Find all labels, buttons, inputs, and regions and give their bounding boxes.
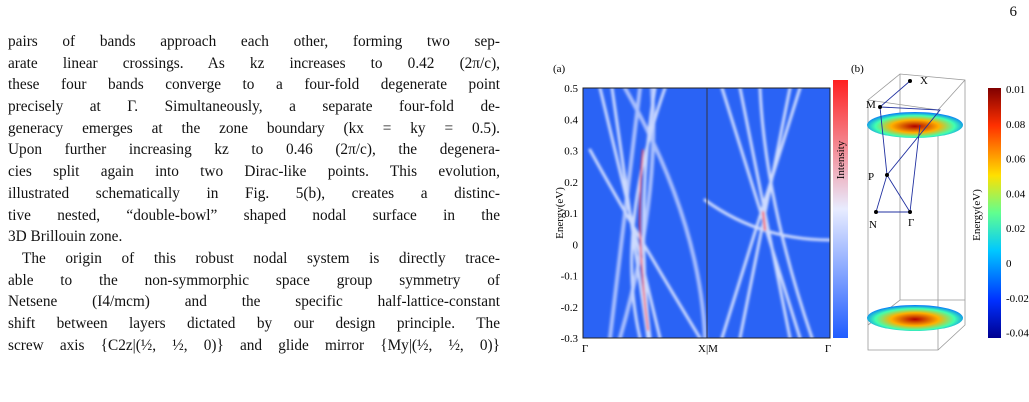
- panel-a: (a) Energy(eV) 0.5 0.4 0.3 0.2 0.1 0 -0.1 -0.2 -…: [553, 63, 848, 355]
- colorbar-tick-label: 0.01: [1006, 84, 1025, 96]
- colorbar-tick-label: 0.08: [1006, 119, 1026, 131]
- x-tick-label: Γ: [582, 343, 588, 355]
- y-tick-label: -0.2: [561, 302, 578, 314]
- bowl-top: [867, 112, 963, 138]
- text-line: tive nested, “double-bowl” shaped nodal …: [8, 206, 500, 224]
- text-line: pairs of bands approach each other, form…: [8, 33, 500, 50]
- y-tick-label: 0.3: [564, 146, 578, 158]
- y-tick-label: 0.1: [564, 208, 578, 220]
- k-path: [875, 80, 941, 213]
- point-label: X: [920, 75, 928, 87]
- bowl-bottom: [867, 305, 963, 331]
- colorbar-tick-label: 0.04: [1006, 188, 1026, 200]
- page-number: 6: [1009, 4, 1018, 20]
- body-text: pairs of bands approach each other, form…: [8, 31, 500, 356]
- colorbar-tick-label: -0.02: [1006, 293, 1029, 305]
- text-line: illustrated schematically in Fig. 5(b), …: [8, 184, 500, 202]
- colorbar-tick-label: 0: [1006, 258, 1012, 270]
- point-label: M: [866, 99, 876, 111]
- text-line: Upon further increasing kz to 0.46 (2π/c…: [8, 141, 500, 159]
- point-label: Γ: [908, 217, 914, 229]
- panel-b: (b) X M P N Γ Energy(eV) 0.01 0.08 0.06 0.04 0.0…: [851, 63, 1029, 351]
- colorbar-label: Intensity: [835, 140, 847, 179]
- panel-label: (b): [851, 63, 864, 75]
- colorbar: [988, 88, 1001, 338]
- point-label: P: [868, 171, 874, 183]
- y-tick-label: -0.1: [561, 271, 578, 283]
- colorbar: [833, 80, 848, 338]
- text-line: cies split again into two Dirac-like poi…: [8, 163, 500, 181]
- colorbar-tick-label: -0.04: [1006, 328, 1029, 340]
- y-tick-label: 0: [573, 239, 579, 251]
- y-tick-label: 0.5: [564, 83, 578, 95]
- text-line: Netsene (I4/mcm) and the specific half-l…: [8, 293, 500, 311]
- frame: [582, 87, 831, 339]
- x-tick-label: X|M: [698, 343, 718, 355]
- colorbar-tick-label: 0.02: [1006, 223, 1025, 235]
- y-axis-label: Energy(eV): [554, 187, 566, 239]
- y-tick-label: -0.3: [561, 333, 579, 345]
- panel-label: (a): [553, 63, 566, 75]
- text-line: shift between layers dictated by our des…: [8, 314, 500, 332]
- y-tick-label: 0.4: [564, 114, 578, 126]
- text-line: screw axis {C2z|(½, ½, 0)} and glide mir…: [8, 336, 500, 354]
- text-line: arate linear crossings. As kz increases …: [8, 54, 500, 72]
- x-tick-label: Γ: [825, 343, 831, 355]
- text-line: precisely at Γ. Simultaneously, a separa…: [8, 98, 500, 116]
- colorbar-label: Energy(eV): [971, 189, 983, 241]
- colorbar-tick-label: 0.06: [1006, 154, 1026, 166]
- text-line: able to the non-symmorphic space group s…: [8, 271, 500, 289]
- y-tick-label: 0.2: [564, 177, 578, 189]
- point-label: N: [869, 219, 877, 231]
- text-line: 3D Brillouin zone.: [8, 228, 123, 246]
- text-line: The origin of this robust nodal system i…: [22, 249, 500, 267]
- text-line: these four bands converge to a four-fold…: [8, 76, 500, 94]
- text-line: generacy emerges at the zone boundary (k…: [8, 119, 500, 137]
- bands: [588, 88, 830, 338]
